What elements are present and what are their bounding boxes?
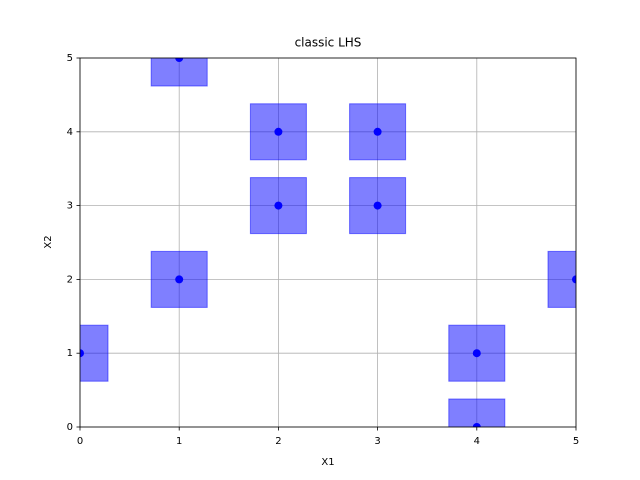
x-axis-label: X1 — [321, 457, 334, 468]
point — [373, 127, 382, 136]
point — [274, 127, 283, 136]
x-tick-label: 5 — [573, 436, 579, 447]
y-tick-label: 0 — [67, 422, 73, 433]
plot-area — [80, 58, 576, 427]
point — [472, 349, 481, 358]
chart-title: classic LHS — [295, 36, 362, 50]
point — [572, 275, 576, 284]
y-tick-label: 2 — [67, 274, 73, 285]
y-tick-label: 3 — [67, 201, 73, 212]
x-tick-label: 2 — [275, 436, 281, 447]
point — [472, 423, 481, 427]
x-tick-label: 0 — [77, 436, 83, 447]
ticks: 0 1 2 3 4 5 0 1 2 3 4 5 — [67, 53, 580, 447]
y-axis-label: X2 — [43, 235, 54, 248]
cell-square — [547, 250, 576, 308]
y-tick-label: 5 — [67, 53, 73, 64]
cell-square — [448, 398, 506, 427]
point — [274, 201, 283, 210]
cell-square — [80, 324, 109, 382]
point — [175, 275, 184, 284]
x-tick-label: 4 — [474, 436, 480, 447]
x-tick-label: 1 — [176, 436, 182, 447]
point — [80, 349, 84, 358]
point — [175, 58, 184, 62]
y-tick-label: 4 — [67, 127, 73, 138]
point — [373, 201, 382, 210]
cell-square — [150, 58, 208, 87]
x-tick-label: 3 — [374, 436, 380, 447]
axes-frame — [79, 57, 577, 428]
y-tick-label: 1 — [67, 348, 73, 359]
